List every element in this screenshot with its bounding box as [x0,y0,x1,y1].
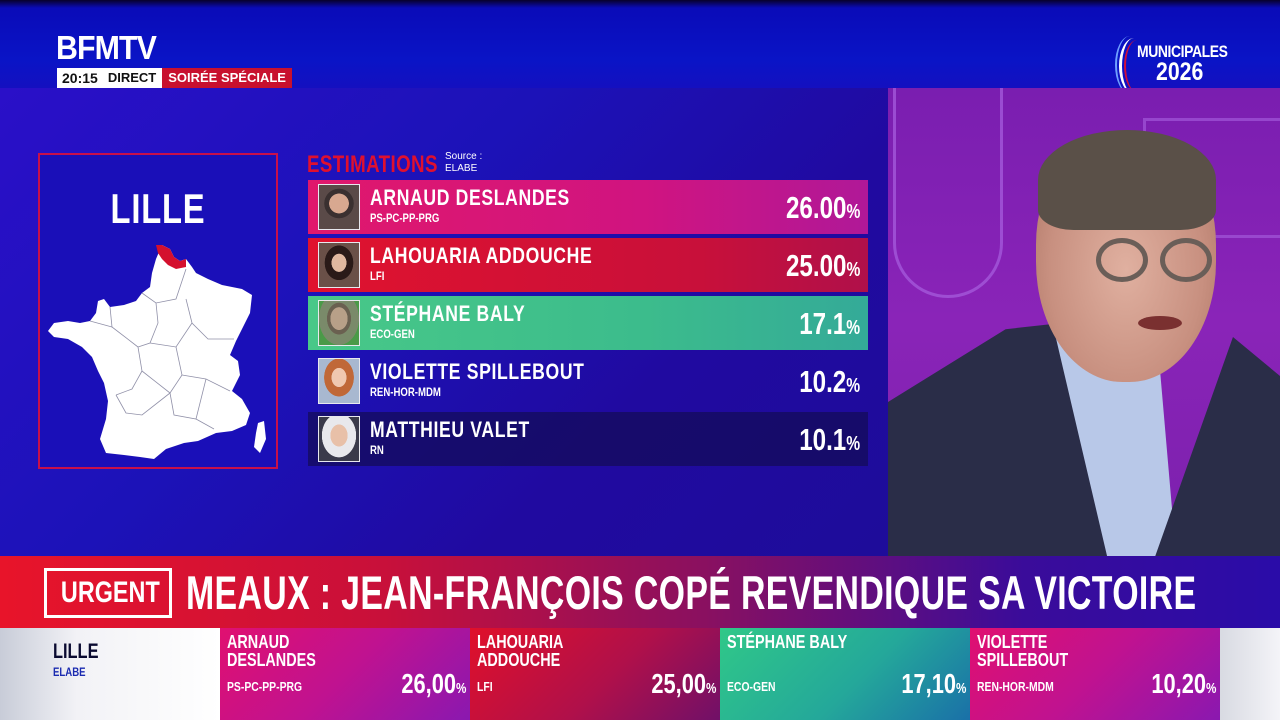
city-card: LILLE [38,153,278,469]
pct-sign: % [846,259,860,281]
pct-value: 10.2 [799,364,847,399]
channel-header: BFMTV 20:15 DIRECT SOIRÉE SPÉCIALE MUNIC… [0,0,1280,94]
candidate-party: ECO-GEN [370,327,415,341]
candidate-party: LFI [370,269,385,283]
results-ticker-strip: LILLE ELABE ARNAUD DESLANDES PS-PC-PP-PR… [0,628,1280,720]
candidate-row: STÉPHANE BALY ECO-GEN 17.1% [308,296,868,350]
candidate-photo [318,184,360,230]
tricolor-arc-red [1124,40,1150,92]
candidate-percentage: 10.1% [799,422,860,458]
candidate-photo [318,358,360,404]
pct-value: 25.00 [785,248,847,283]
candidate-row: VIOLETTE SPILLEBOUT REN-HOR-MDM 10.2% [308,354,868,408]
urgent-badge: URGENT [44,568,172,618]
pct-sign: % [455,680,466,697]
live-strip: 20:15 DIRECT SOIRÉE SPÉCIALE [57,68,292,88]
strip-candidate: ARNAUD DESLANDES PS-PC-PP-PRG 26,00% [220,628,470,720]
glasses-icon [1096,238,1148,282]
strip-candidate: STÉPHANE BALY ECO-GEN 17,10% [720,628,970,720]
strip-candidate-party: LFI [477,679,493,694]
candidate-party: RN [370,443,384,457]
pct-sign: % [846,375,860,397]
strip-candidate-pct: 17,10% [901,668,966,700]
program-label: SOIRÉE SPÉCIALE [162,68,292,88]
strip-candidate-name: ARNAUD DESLANDES [227,632,316,670]
glasses-icon [1160,238,1212,282]
candidate-photo [318,242,360,288]
candidate-party: PS-PC-PP-PRG [370,211,440,225]
pct-value: 10.1 [799,422,847,457]
candidate-row: MATTHIEU VALET RN 10.1% [308,412,868,466]
pct-value: 17.1 [799,306,847,341]
strip-candidate-party: REN-HOR-MDM [977,679,1054,694]
strip-candidate-pct: 25,00% [651,668,716,700]
candidate-percentage: 25.00% [786,248,860,284]
strip-candidate-name: VIOLETTE SPILLEBOUT [977,632,1069,670]
studio-camera-feed [888,88,1280,556]
live-label: DIRECT [107,70,157,85]
strip-candidate: LAHOUARIA ADDOUCHE LFI 25,00% [470,628,720,720]
strip-candidate-pct: 26,00% [401,668,466,700]
strip-candidate-name: LAHOUARIA ADDOUCHE [477,632,563,670]
breaking-news-bar [0,556,1280,628]
pct-value: 25,00 [650,668,706,699]
guest-mouth [1138,316,1182,330]
strip-city-name: LILLE [53,640,99,663]
source-credit: Source : ELABE [445,151,482,175]
pct-sign: % [705,680,716,697]
source-name: ELABE [445,163,478,174]
candidate-percentage: 10.2% [799,364,860,400]
strip-source: ELABE [53,665,86,679]
candidate-photo [318,300,360,346]
candidate-name: LAHOUARIA ADDOUCHE [370,243,593,268]
candidate-photo [318,416,360,462]
pct-sign: % [846,201,860,223]
candidate-percentage: 26.00% [786,190,860,226]
breaking-headline: MEAUX : JEAN-FRANÇOIS COPÉ REVENDIQUE SA… [186,566,1197,619]
pct-sign: % [955,680,966,697]
candidate-list: ARNAUD DESLANDES PS-PC-PP-PRG 26.00% LAH… [308,180,868,470]
live-time-box: 20:15 DIRECT [57,68,163,88]
candidate-name: VIOLETTE SPILLEBOUT [370,359,585,384]
strip-candidate-party: PS-PC-PP-PRG [227,679,303,694]
pct-value: 10,20 [1150,668,1206,699]
candidate-party: REN-HOR-MDM [370,385,441,399]
france-map-icon [48,245,266,459]
candidate-name: MATTHIEU VALET [370,417,530,442]
candidate-name: ARNAUD DESLANDES [370,185,570,210]
candidate-row: LAHOUARIA ADDOUCHE LFI 25.00% [308,238,868,292]
set-decoration [893,88,1003,298]
strip-candidate: VIOLETTE SPILLEBOUT REN-HOR-MDM 10,20% [970,628,1220,720]
guest-hair [1038,130,1216,230]
event-year: 2026 [1156,58,1204,86]
strip-candidate-name: STÉPHANE BALY [727,632,848,652]
pct-sign: % [846,433,860,455]
strip-candidate-pct: 10,20% [1151,668,1216,700]
source-label: Source : [445,151,483,162]
pct-sign: % [1205,680,1216,697]
candidate-name: STÉPHANE BALY [370,301,526,326]
strip-candidate-party: ECO-GEN [727,679,776,694]
clock-time: 20:15 [62,70,98,86]
event-title: MUNICIPALES [1137,42,1228,61]
tricolor-arc-white [1119,38,1149,94]
candidate-percentage: 17.1% [799,306,860,342]
candidate-row: ARNAUD DESLANDES PS-PC-PP-PRG 26.00% [308,180,868,234]
event-badge: MUNICIPALES 2026 [1115,36,1245,94]
city-name: LILLE [110,185,206,232]
strip-city-box: LILLE ELABE [0,628,220,720]
estimations-title: ESTIMATIONS [307,151,438,178]
pct-value: 26.00 [785,190,847,225]
urgent-label: URGENT [60,576,160,609]
pct-sign: % [846,317,860,339]
channel-logo: BFMTV [56,29,157,66]
strip-end-cap [1220,628,1280,720]
pct-value: 17,10 [900,668,956,699]
pct-value: 26,00 [400,668,456,699]
tricolor-arc-icon [1115,36,1145,94]
